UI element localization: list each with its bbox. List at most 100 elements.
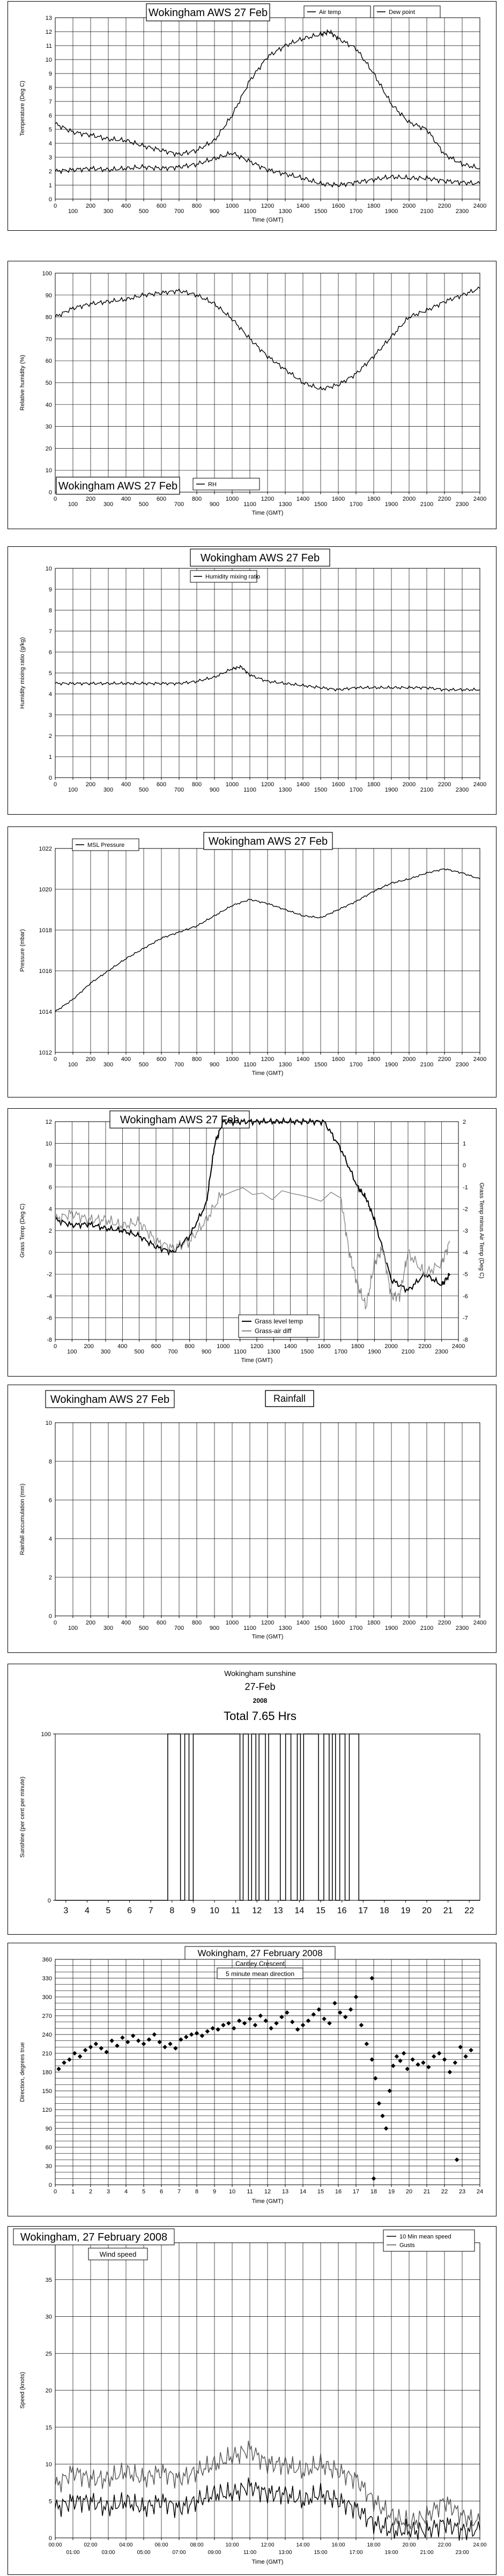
y-tick-label: 30 (46, 2314, 52, 2321)
x-tick-label: 700 (174, 1062, 184, 1068)
y-tick-label: 35 (46, 2277, 52, 2284)
chart-title: Wokingham AWS 27 Feb (209, 836, 328, 847)
chart-title: Wokingham AWS 27 Feb (58, 480, 177, 492)
y-tick-label: 70 (46, 336, 52, 342)
chart-sunshine: Wokingham sunshine 27-Feb 2008 Total 7.65 H… (8, 1664, 496, 1935)
y-tick-label: 9 (49, 587, 52, 593)
x-tick-label: 2400 (473, 496, 486, 502)
x-tick-label: 500 (139, 501, 149, 508)
data-point (247, 2016, 253, 2022)
x-tick-label: 1000 (226, 781, 239, 788)
data-point (394, 2054, 399, 2059)
x-tick-label: 400 (121, 1056, 131, 1063)
series-line-1 (55, 150, 480, 188)
y-tick-label: 80 (46, 314, 52, 321)
data-point (141, 2041, 146, 2046)
y-tick-label: 10 (46, 566, 52, 572)
chart-title-box (146, 3, 270, 21)
x-tick-label: 13:00 (278, 2550, 292, 2556)
y-tick-label: 0 (49, 196, 52, 203)
x-tick-label: 1500 (314, 1625, 327, 1631)
y-tick-label: 300 (42, 1994, 52, 2001)
y-axis-label: Humidity mixing ratio (g/kg) (19, 637, 26, 708)
x-tick-label: 1800 (367, 1620, 380, 1626)
x-tick-label: 7 (177, 2189, 181, 2195)
x-tick-label: 19 (401, 1906, 411, 1915)
y2-tick-label: -2 (463, 1206, 468, 1212)
y-tick-label: 30 (46, 2163, 52, 2170)
chart-title-box (184, 1946, 336, 1960)
y2-tick-label: -8 (463, 1337, 468, 1343)
chart-title: Wokingham AWS 27 Feb (201, 552, 320, 564)
y-tick-label: 1022 (39, 846, 52, 852)
x-tick-label: 900 (210, 501, 219, 508)
y-tick-label: 12 (46, 1119, 52, 1125)
x-tick-label: 18 (370, 2189, 377, 2195)
chart-humidity-mixing-ratio: 0 1 2 3 4 5 6 7 8 9 10 0 100 200 300 400 500 600 700 800 900… (8, 546, 496, 815)
series-line-0 (55, 664, 480, 692)
x-tick-label: 700 (174, 787, 184, 793)
x-tick-label: 400 (121, 781, 131, 788)
chart-grass-temperature: -8 -6 -4 -2 0 2 4 6 8 10 12 0 100 200 300 400 500 600 700 8… (8, 1108, 496, 1377)
x-tick-label: 700 (174, 501, 184, 508)
y-tick-label: 100 (42, 270, 52, 277)
legend-box (303, 5, 371, 18)
x-tick-label: 400 (121, 1620, 131, 1626)
x-tick-label: 1000 (226, 496, 239, 502)
chart-title: Wokingham AWS 27 Feb (149, 7, 268, 19)
x-tick-label: 20 (422, 1906, 432, 1915)
x-tick-label: 2300 (456, 208, 469, 215)
chart-rainfall: 0 2 4 6 8 10 0 100 200 300 400 500 600 700 800 900 1000 1… (8, 1385, 496, 1653)
x-tick-label: 100 (67, 1349, 77, 1355)
x-tick-label: 700 (174, 208, 184, 215)
y-tick-label: 1 (49, 182, 52, 189)
x-tick-label: 1700 (350, 1625, 362, 1631)
chart-total-label: Total 7.65 Hrs (224, 1709, 297, 1723)
chart-msl-pressure: 1012 1014 1016 1018 1020 1022 0 100 200 300 400 500… (8, 826, 496, 1097)
y-tick-label: 0 (49, 1250, 52, 1256)
x-tick-label: 800 (192, 203, 202, 209)
x-tick-label: 200 (86, 203, 95, 209)
x-tick-label: 0 (54, 1620, 57, 1626)
x-tick-label: 21 (443, 1906, 453, 1915)
x-tick-label: 2300 (456, 1062, 469, 1068)
data-point (253, 2023, 258, 2028)
y2-tick-label: 2 (463, 1119, 466, 1125)
x-tick-label: 15:00 (314, 2550, 327, 2556)
x-tick-label: 2100 (420, 1625, 433, 1631)
data-point (205, 2029, 210, 2034)
x-tick-label: 2400 (452, 1343, 465, 1350)
data-point (376, 2101, 382, 2106)
data-point (364, 2041, 369, 2046)
data-point (447, 2069, 453, 2075)
data-point (300, 2023, 306, 2028)
y-axis-label: Direction, degrees true (19, 2042, 26, 2102)
x-tick-label: 1400 (297, 203, 309, 209)
x-tick-label: 12 (264, 2189, 271, 2195)
y-tick-label: 10 (46, 467, 52, 474)
x-tick-label: 1800 (367, 1056, 380, 1063)
x-tick-label: 1900 (385, 1625, 398, 1631)
x-tick-label: 1100 (243, 1625, 256, 1631)
y-tick-label: 180 (42, 2069, 52, 2076)
x-tick-label: 15 (316, 1906, 325, 1915)
y-tick-label: 8 (49, 85, 52, 91)
x-tick-label: 2400 (473, 1620, 486, 1626)
x-tick-label: 0 (54, 496, 57, 502)
x-tick-label: 700 (174, 1625, 184, 1631)
data-point (56, 2066, 61, 2072)
series-line-1 (55, 1187, 450, 1310)
y-tick-label: 4 (49, 691, 52, 698)
data-point (421, 2060, 426, 2065)
x-tick-label: 1800 (367, 781, 380, 788)
x-tick-label: 23 (459, 2189, 465, 2195)
y-tick-label: 4 (49, 1536, 52, 1542)
x-tick-label: 100 (68, 208, 78, 215)
legend-entry: Grass-air diff (255, 1327, 292, 1335)
y-tick-label: 10 (46, 1420, 52, 1426)
x-tick-label: 500 (139, 208, 149, 215)
x-tick-label: 2000 (403, 1620, 416, 1626)
x-tick-label: 8 (195, 2189, 198, 2195)
y-tick-label: 10 (46, 1141, 52, 1147)
data-point (88, 2045, 93, 2050)
